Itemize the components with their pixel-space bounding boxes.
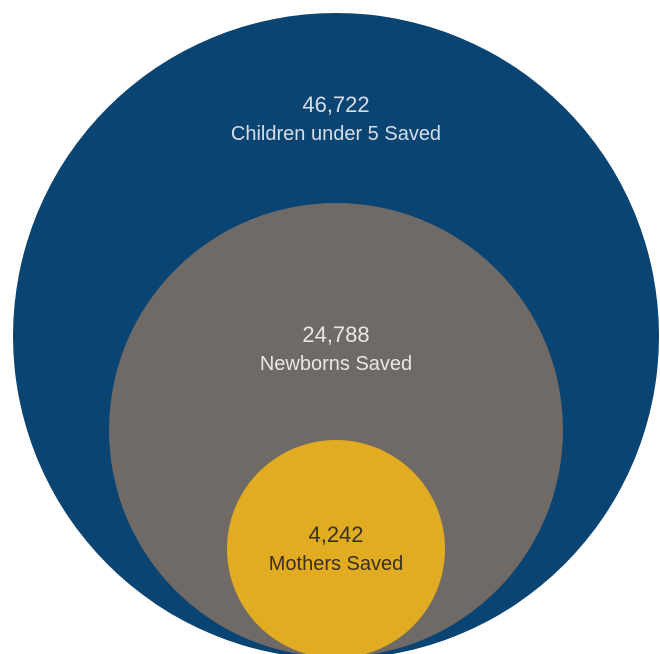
newborns-value-label: 24,788 (302, 322, 369, 347)
circle-newborns (109, 203, 563, 654)
mothers-value-label: 4,242 (308, 522, 363, 547)
children-category-label: Children under 5 Saved (231, 123, 441, 145)
circle-mothers (227, 440, 445, 654)
mothers-category-label: Mothers Saved (269, 553, 404, 575)
newborns-category-label: Newborns Saved (260, 353, 412, 375)
children-value-label: 46,722 (302, 92, 369, 117)
